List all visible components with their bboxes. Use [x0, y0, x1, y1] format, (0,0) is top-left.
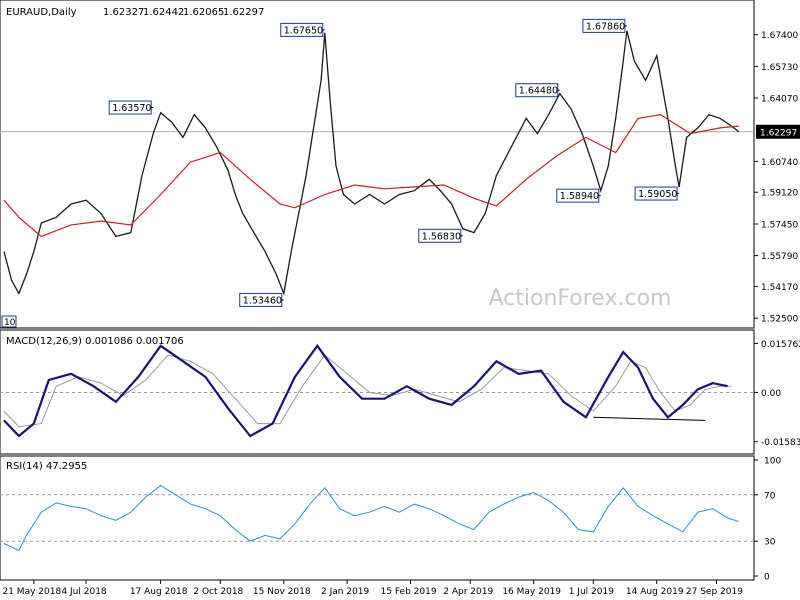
current-price-badge	[756, 124, 800, 139]
ohlc-low: 1.62065	[183, 7, 224, 18]
annotation-box	[418, 228, 462, 243]
x-tick-label: 21 May 2018	[2, 587, 61, 597]
price-y-tick-label: 1.60740	[761, 158, 798, 168]
price-panel: EURAUD,Daily 1.62327 1.62442 1.62065 1.6…	[0, 0, 800, 329]
ohlc-high: 1.62442	[143, 7, 184, 18]
rsi-title: RSI(14) 47.2955	[6, 461, 87, 472]
x-tick-label: 4 Jul 2018	[61, 587, 106, 597]
price-y-tick-label: 1.54170	[761, 283, 798, 293]
price-y-tick-label: 1.67400	[761, 31, 798, 41]
x-tick-label: 2 Apr 2019	[443, 587, 493, 597]
annotation-box	[556, 188, 600, 203]
rsi-y-tick-label: 30	[764, 538, 776, 548]
x-tick-label: 2 Jan 2019	[321, 587, 369, 597]
macd-ticks-group: 0.015762 0.00 -0.015834	[754, 340, 800, 448]
x-tick-label: 14 Aug 2019	[626, 587, 684, 597]
annotation-label: 1.58940	[560, 191, 599, 202]
macd-trend-line	[593, 416, 706, 421]
x-tick-label: 17 Aug 2018	[130, 587, 188, 597]
macd-panel: MACD(12,26,9) 0.001086 0.001706 0.015762…	[0, 329, 800, 455]
macd-line	[3, 343, 728, 438]
annotation-box	[280, 22, 324, 37]
rsi-panel: RSI(14) 47.2955 100 70 30 0	[0, 455, 781, 583]
price-series-group	[0, 30, 754, 296]
corner-label: 10	[4, 318, 16, 328]
rsi-y-tick-label: 70	[764, 491, 776, 501]
x-tick-label: 27 Sep 2019	[686, 587, 743, 597]
price-y-tick-label: 1.59120	[761, 189, 798, 199]
annotation-box	[582, 18, 626, 33]
x-tick-label: 2 Oct 2018	[193, 587, 243, 597]
annotation-label: 1.67860	[586, 21, 625, 32]
annotation-label: 1.59050	[638, 189, 677, 200]
macd-panel-frame	[0, 329, 755, 455]
price-annotations-group: 1.63570 1.67650 1.53460 1.56830 1.64480 1.589…	[108, 18, 680, 307]
annotation-label: 1.63570	[112, 103, 151, 114]
annotation-label: 1.53460	[243, 295, 282, 306]
macd-series-group	[0, 343, 754, 438]
x-tick-label: 15 Nov 2018	[253, 587, 311, 597]
ohlc-close: 1.62297	[223, 7, 264, 18]
ohlc-open: 1.62327	[103, 7, 144, 18]
price-panel-frame	[0, 0, 755, 329]
rsi-line	[3, 484, 739, 552]
rsi-y-tick-label: 0	[764, 573, 770, 583]
price-line	[3, 30, 740, 296]
macd-y-tick-label: 0.015762	[761, 340, 800, 350]
x-tick-label: 16 May 2019	[502, 587, 561, 597]
corner-label-box	[1, 315, 17, 328]
current-price-label: 1.62297	[760, 128, 797, 138]
rsi-panel-frame	[0, 455, 755, 581]
annotation-box	[108, 100, 152, 115]
x-tick-label: 15 Feb 2019	[381, 587, 437, 597]
macd-title: MACD(12,26,9) 0.001086 0.001706	[6, 336, 184, 347]
macd-y-tick-label: 0.00	[761, 389, 781, 399]
annotation-label: 1.67650	[284, 25, 323, 36]
price-y-tick-label: 1.64070	[761, 95, 798, 105]
price-y-tick-label: 1.57450	[761, 220, 798, 230]
rsi-series-group	[0, 484, 754, 552]
annotation-box	[515, 83, 559, 98]
annotation-box	[634, 186, 678, 201]
annotation-box	[239, 292, 283, 307]
price-y-tick-label: 1.52500	[761, 315, 798, 325]
price-title: EURAUD,Daily	[6, 7, 77, 18]
annotation-label: 1.56830	[422, 231, 461, 242]
rsi-ticks-group: 100 70 30 0	[754, 457, 781, 583]
annotation-label: 1.64480	[519, 86, 558, 97]
rsi-y-tick-label: 100	[764, 457, 781, 467]
price-y-tick-label: 1.65730	[761, 63, 798, 73]
price-y-tick-label: 1.55790	[761, 252, 798, 262]
moving-average-line	[3, 113, 739, 238]
price-ticks-group: 1.67400 1.65730 1.64070 1.60740 1.59120 1.574…	[754, 31, 800, 325]
x-axis-ticks-group: 21 May 2018 4 Jul 2018 17 Aug 2018 2 Oct 20…	[2, 580, 743, 597]
x-tick-label: 1 Jul 2019	[569, 587, 614, 597]
macd-y-tick-label: -0.015834	[761, 438, 800, 448]
watermark: ActionForex.com	[489, 286, 672, 311]
